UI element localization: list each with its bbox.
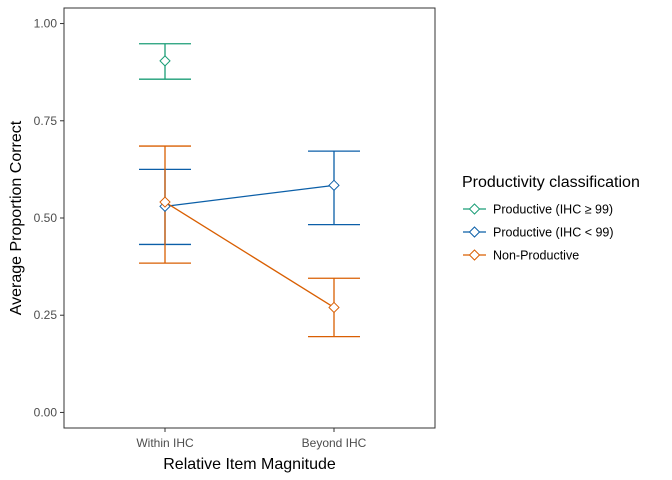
x-axis: Within IHC Beyond IHC: [136, 428, 367, 450]
x-tick-label: Beyond IHC: [302, 436, 367, 450]
legend-item: Productive (IHC < 99): [463, 226, 614, 240]
legend-label: Non-Productive: [493, 249, 579, 263]
series-markers: [159, 196, 340, 314]
legend-key-diamond: [468, 226, 481, 238]
data-point-diamond: [328, 179, 340, 192]
legend-item: Productive (IHC ≥ 99): [463, 203, 613, 217]
data-point-diamond: [328, 301, 340, 314]
plot-panel: [63, 7, 436, 429]
y-tick-label: 0.25: [34, 308, 58, 322]
series-line: [164, 184, 335, 207]
legend: Productivity classification Productive (…: [462, 174, 640, 263]
y-tick-label: 1.00: [34, 17, 58, 31]
legend-title: Productivity classification: [462, 174, 640, 191]
x-tick-label: Within IHC: [136, 436, 194, 450]
y-tick-label: 0.75: [34, 114, 58, 128]
x-axis-title: Relative Item Magnitude: [163, 456, 336, 473]
series-markers: [159, 55, 171, 67]
legend-label: Productive (IHC < 99): [493, 226, 614, 240]
data-point-diamond: [159, 196, 171, 208]
series-line: [164, 201, 335, 308]
legend-item: Non-Productive: [463, 249, 579, 263]
y-tick-label: 0.50: [34, 211, 58, 225]
legend-label: Productive (IHC ≥ 99): [493, 203, 613, 217]
series-layer: [139, 43, 360, 338]
data-point-diamond: [159, 55, 171, 67]
legend-key-diamond: [468, 203, 481, 215]
y-axis: 0.00 0.25 0.50 0.75 1.00: [34, 17, 64, 419]
y-axis-title: Average Proportion Correct: [8, 120, 25, 315]
legend-key-diamond: [468, 249, 481, 261]
y-tick-label: 0.00: [34, 405, 58, 419]
